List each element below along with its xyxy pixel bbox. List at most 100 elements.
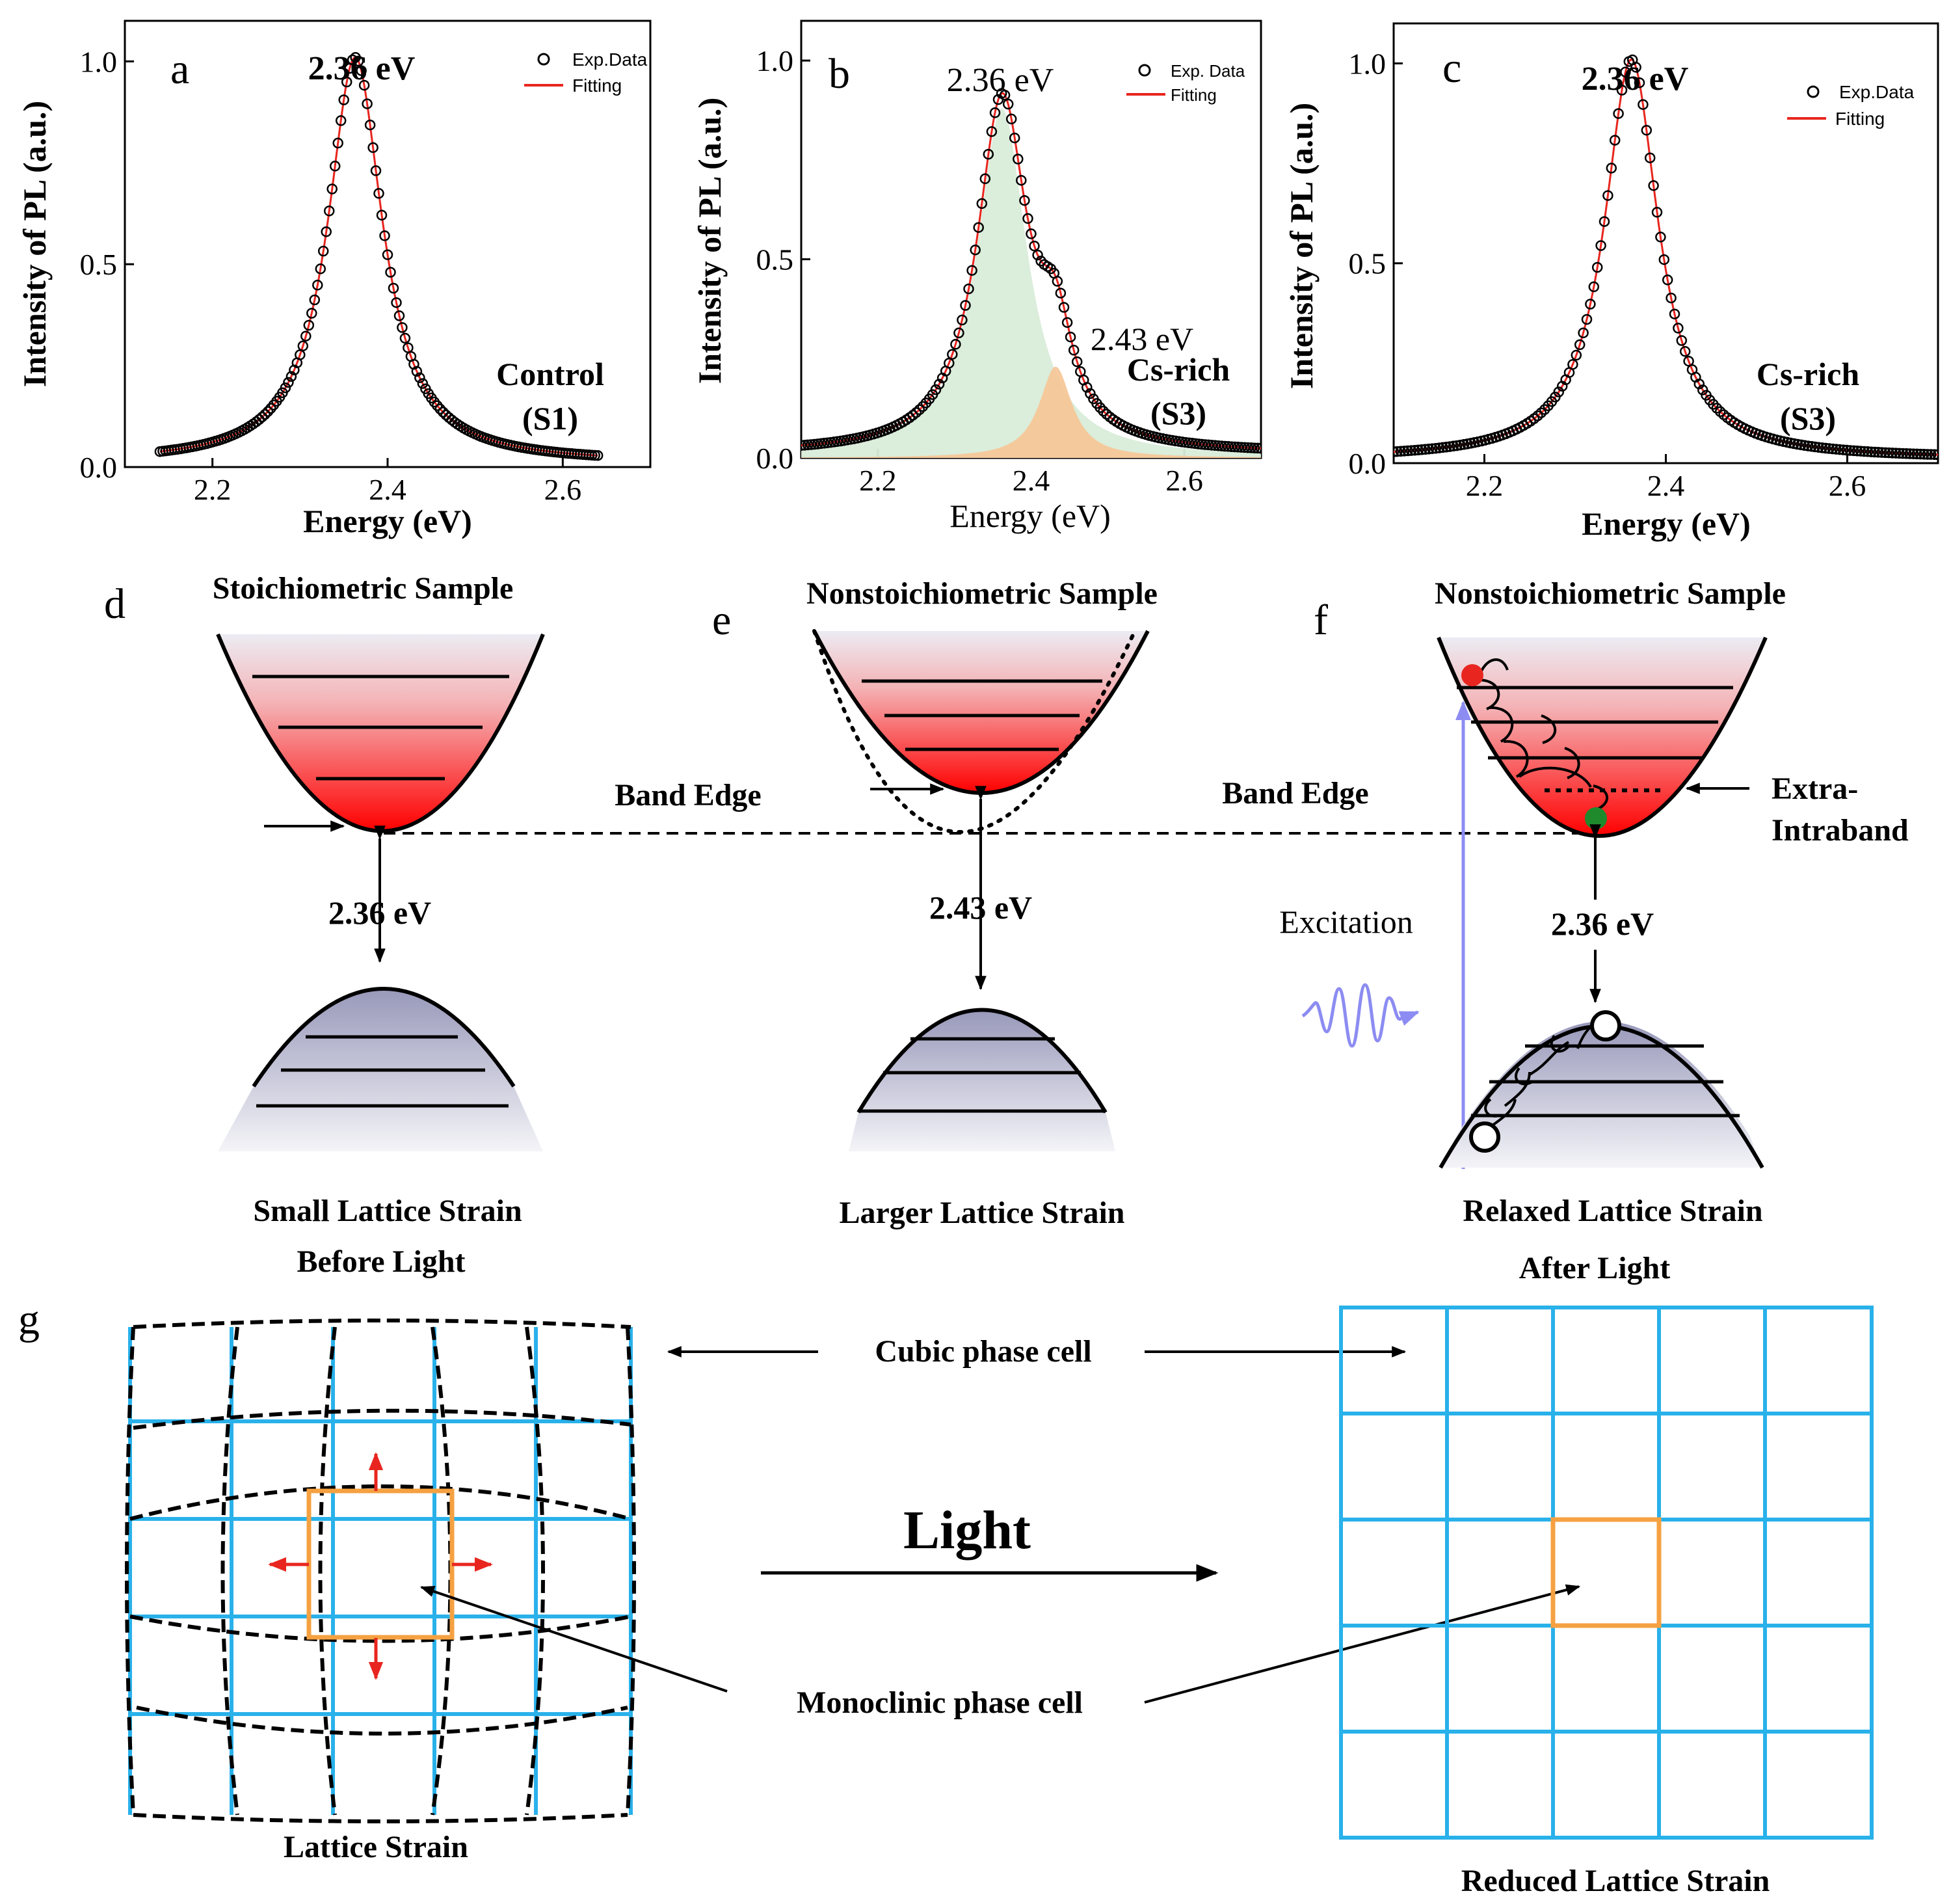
data-point-b [1058,302,1070,313]
data-point-b [1085,388,1096,399]
panel-letter-e: e [712,597,731,644]
data-point-c [1929,449,1938,461]
data-point-b [1095,402,1106,413]
data-point-b [1249,442,1260,453]
sample-label-c: Cs-rich [1757,356,1859,392]
data-point-a [262,406,274,417]
data-point-c [1553,386,1565,397]
data-point-c [1578,327,1589,338]
data-point-c [1851,446,1863,457]
data-point-b [1219,440,1230,452]
x-tick-label-a: 2.4 [369,473,406,506]
data-point-a [382,249,393,260]
data-point-c [1925,449,1937,460]
data-point-c [1915,448,1926,460]
data-point-c [1711,403,1723,414]
peak-label-b: 2.36 eV [947,62,1054,99]
data-point-a [306,308,317,319]
data-point-a [323,206,335,217]
data-point-b [1202,439,1214,451]
data-point-b [1005,113,1017,125]
data-point-c [1676,335,1688,346]
right-lattice-caption: Reduced Lattice Strain [1461,1864,1770,1898]
data-point-c [1402,445,1413,457]
valence-band-f [1440,1021,1762,1168]
legend-label-fit-a: Fitting [572,75,622,96]
data-point-c [1918,449,1930,460]
data-point-c [1409,444,1420,456]
data-point-c [1911,448,1922,460]
excitation-label: Excitation [1279,904,1413,940]
y-tick-label-b: 0.5 [756,243,794,276]
data-point-a [332,137,343,149]
data-point-a [303,319,315,331]
data-point-b [947,349,958,360]
data-point-a [338,94,349,105]
left-lattice-caption: Lattice Strain [284,1830,468,1864]
data-point-c [1638,99,1649,110]
data-point-c [1588,281,1600,293]
data-point-c [1802,440,1814,451]
y-tick-label-b: 1.0 [756,44,794,77]
data-point-b [957,314,968,326]
data-point-a [315,263,326,275]
data-point-a [370,165,382,176]
data-point-c [1887,448,1898,459]
data-point-b [983,148,994,160]
data-point-c [1827,443,1838,455]
data-point-a [592,449,604,461]
caption-e-1: Larger Lattice Strain [839,1196,1124,1230]
ylabel-b: Intensity of PL (a.u.) [691,98,728,384]
data-point-c [1433,442,1445,453]
band-title-f: Nonstoichiometric Sample [1435,576,1786,611]
data-point-c [1641,124,1652,136]
panel-letter-g: g [18,1296,40,1343]
data-point-c [1574,339,1586,351]
data-point-c [1841,444,1852,456]
y-tick-label-c: 0.5 [1349,247,1387,280]
data-point-a [317,245,329,257]
data-point-c [1394,446,1403,457]
data-point-c [1932,449,1938,461]
data-point-c [1883,447,1894,459]
data-point-a [373,188,384,199]
data-point-b [1255,442,1261,454]
cubic-grid-left [128,1327,633,1815]
data-point-c [1416,444,1427,455]
data-point-a [312,280,323,291]
data-point-a [397,322,408,333]
bandgap-label-e: 2.43 eV [929,889,1032,926]
data-point-c [1679,346,1691,357]
data-point-a [414,372,425,383]
data-point-a [321,226,332,237]
data-point-a [367,142,378,154]
panel-letter-a: a [170,46,189,93]
data-point-a [388,282,399,294]
relaxed-electron-green-f [1585,807,1607,829]
data-point-a [256,411,268,423]
data-point-a [300,330,312,342]
band-diagram-d: d Stoichiometric Sample 2.36 eV Small La… [104,571,545,1279]
data-point-c [1630,62,1641,73]
y-tick-label-b: 0.0 [756,442,794,475]
data-point-b [1071,356,1083,368]
strained-dashed-grid [125,1319,636,1823]
data-point-c [1634,77,1645,88]
data-point-a [438,407,449,418]
data-point-b [966,265,977,276]
pl-spectrum-control: 2.2 2.4 2.6 0.0 0.5 1.0 [80,20,652,506]
y-tick-label-a: 1.0 [80,45,118,78]
data-point-b [1035,256,1046,267]
data-point-a [417,378,429,389]
sample-label-b: Cs-rich [1127,351,1230,388]
legend-label-data-b: Exp. Data [1171,61,1245,81]
panel-letter-f: f [1314,597,1328,644]
data-point-c [1571,349,1582,361]
legend-b: Exp. Data Fitting [1126,61,1245,105]
data-point-b [1022,213,1033,224]
xlabel-b: Energy (eV) [949,498,1111,534]
data-point-c [1595,240,1606,251]
data-point-b [930,384,942,396]
data-point-b [989,107,1001,118]
data-point-b [1252,442,1261,454]
